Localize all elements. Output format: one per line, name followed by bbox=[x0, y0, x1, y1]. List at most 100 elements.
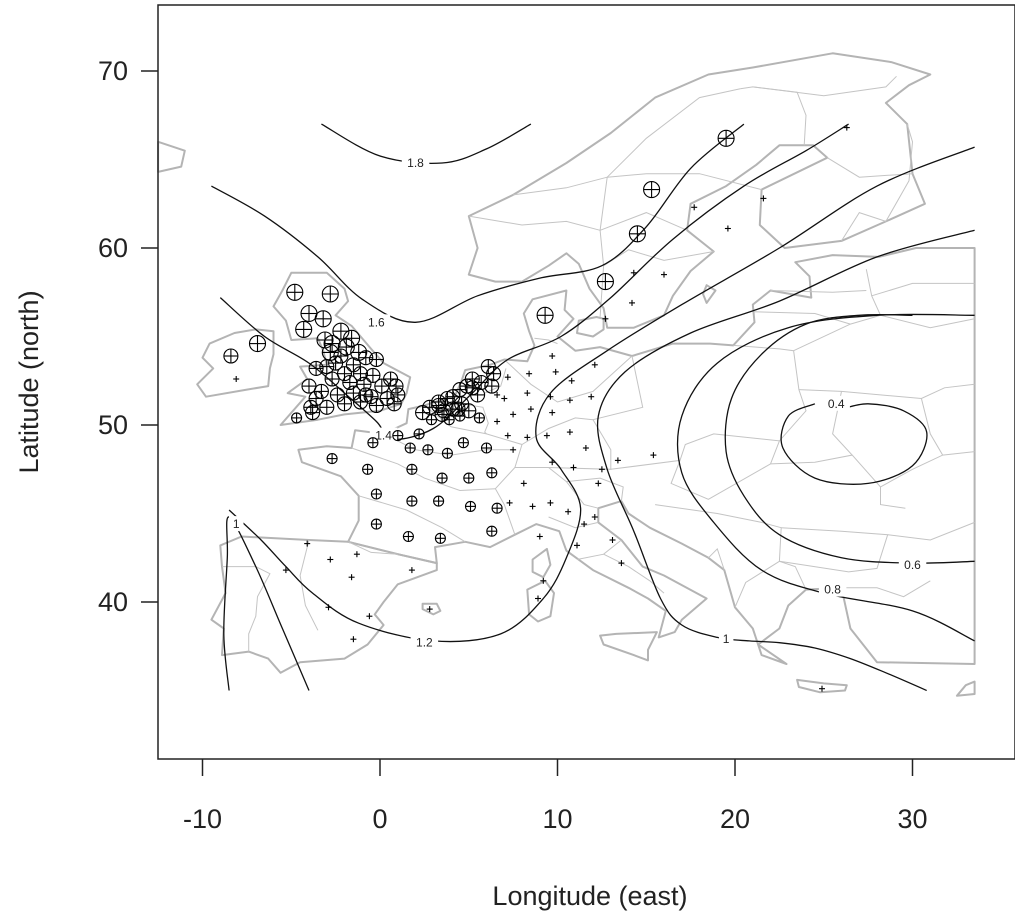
y-tick-label: 70 bbox=[98, 56, 128, 86]
contour-label-bg bbox=[898, 556, 927, 572]
circle-plus-point bbox=[486, 467, 498, 479]
contour-label-bg bbox=[818, 581, 847, 597]
plus-point bbox=[353, 551, 360, 558]
circle-plus-point bbox=[301, 378, 317, 394]
plus-point bbox=[233, 376, 240, 382]
region-border bbox=[610, 344, 807, 470]
region-border bbox=[358, 495, 466, 543]
region-border bbox=[424, 405, 523, 535]
circle-plus-point bbox=[319, 399, 335, 415]
region-border bbox=[351, 447, 496, 492]
contour-label: 1.4 bbox=[375, 429, 392, 443]
plus-point bbox=[582, 445, 589, 451]
x-tick-label: 0 bbox=[372, 804, 387, 834]
plus-point bbox=[618, 560, 625, 567]
plus-point bbox=[510, 446, 517, 453]
contour-label: 1 bbox=[233, 517, 240, 531]
plus-point bbox=[591, 514, 598, 520]
plus-point bbox=[549, 409, 556, 416]
plus-point bbox=[504, 432, 511, 439]
plus-point bbox=[494, 391, 501, 398]
contour-line bbox=[228, 146, 975, 643]
circle-plus-point bbox=[370, 518, 382, 530]
land-outline bbox=[531, 547, 552, 579]
circle-plus-point bbox=[434, 406, 450, 422]
contour-line bbox=[724, 313, 975, 564]
region-border bbox=[708, 547, 725, 571]
region-border bbox=[887, 521, 975, 541]
land-outline bbox=[576, 316, 605, 338]
circle-plus-point bbox=[323, 335, 341, 353]
circle-plus-point bbox=[388, 378, 404, 394]
circle-plus-point bbox=[365, 367, 381, 383]
circle-plus-point bbox=[406, 495, 418, 507]
plus-point bbox=[327, 556, 334, 563]
land-outline bbox=[210, 535, 438, 674]
circle-plus-point bbox=[717, 129, 735, 147]
plus-point bbox=[408, 567, 415, 574]
plus-point bbox=[614, 457, 621, 464]
contour-line bbox=[780, 403, 928, 485]
region-border bbox=[779, 527, 889, 573]
region-border bbox=[770, 454, 906, 509]
plus-point bbox=[529, 503, 536, 510]
region-border bbox=[752, 311, 851, 325]
plus-point bbox=[543, 432, 550, 439]
contour-line bbox=[596, 229, 975, 692]
plus-point bbox=[366, 613, 373, 620]
region-border bbox=[920, 398, 944, 456]
y-tick-label: 50 bbox=[98, 410, 128, 440]
region-border bbox=[880, 451, 975, 488]
plus-point bbox=[350, 636, 357, 643]
region-border bbox=[871, 282, 975, 297]
circle-plus-point bbox=[329, 387, 345, 403]
plus-point bbox=[494, 418, 501, 425]
region-border bbox=[770, 290, 867, 293]
circle-plus-point bbox=[480, 442, 493, 454]
plus-point bbox=[819, 685, 825, 692]
plus-point bbox=[549, 353, 556, 359]
contour-label: 1.8 bbox=[407, 156, 424, 170]
circle-plus-point bbox=[484, 378, 500, 394]
circle-plus-point bbox=[433, 495, 445, 507]
contour-label: 0.8 bbox=[824, 583, 841, 597]
contour-label-bg bbox=[401, 155, 430, 170]
region-border bbox=[347, 541, 398, 555]
contour-label: 1.6 bbox=[368, 315, 385, 329]
contour-line bbox=[676, 313, 975, 642]
plus-point bbox=[724, 225, 731, 232]
region-border bbox=[752, 75, 897, 97]
circle-plus-point bbox=[390, 387, 406, 403]
circle-plus-point bbox=[491, 502, 503, 514]
circle-plus-point bbox=[223, 348, 239, 364]
circle-plus-point bbox=[362, 463, 374, 475]
contour-label-bg bbox=[822, 395, 850, 411]
plus-point bbox=[524, 390, 531, 397]
plus-point bbox=[348, 574, 355, 581]
circle-plus-point bbox=[328, 355, 344, 371]
land-outline bbox=[272, 271, 412, 426]
circle-plus-point bbox=[370, 488, 382, 500]
region-border bbox=[383, 433, 514, 456]
circle-plus-point bbox=[343, 329, 361, 347]
region-border bbox=[468, 215, 601, 231]
region-border bbox=[299, 539, 319, 631]
plus-point bbox=[526, 370, 533, 377]
circle-plus-point bbox=[345, 357, 361, 373]
circle-plus-point bbox=[463, 472, 475, 484]
x-axis: -10 0 10 20 30 bbox=[183, 759, 928, 834]
circle-plus-point bbox=[406, 463, 418, 475]
circle-plus-point bbox=[434, 532, 446, 544]
region-border bbox=[484, 368, 507, 394]
circle-plus-point bbox=[332, 322, 350, 340]
circle-plus-point bbox=[596, 273, 614, 291]
region-border bbox=[779, 560, 807, 590]
circle-plus-point bbox=[404, 442, 416, 454]
circle-plus-point bbox=[305, 405, 321, 421]
plus-point bbox=[527, 406, 534, 413]
plus-point bbox=[630, 269, 637, 276]
plus-point bbox=[629, 299, 635, 306]
plus-point bbox=[524, 434, 531, 441]
plus-point bbox=[426, 606, 433, 613]
